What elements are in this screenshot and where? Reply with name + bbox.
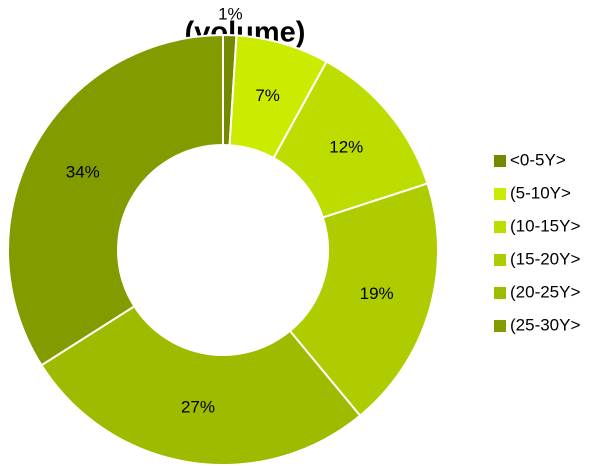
donut-slice	[7, 33, 224, 367]
legend-swatch	[494, 320, 506, 332]
data-label: 7%	[255, 86, 280, 105]
donut-slice	[40, 304, 362, 466]
legend-label: <0-5Y>	[510, 150, 566, 169]
legend-swatch	[494, 287, 506, 299]
legend-label: (10-15Y>	[510, 216, 580, 235]
legend-label: (5-10Y>	[510, 183, 571, 202]
legend-swatch	[494, 188, 506, 200]
legend-swatch	[494, 254, 506, 266]
legend-label: (25-30Y>	[510, 315, 580, 334]
legend-swatch	[494, 221, 506, 233]
data-label: 12%	[329, 137, 363, 156]
data-label: 19%	[360, 284, 394, 303]
legend-label: (20-25Y>	[510, 282, 580, 301]
data-label: 1%	[218, 5, 243, 24]
data-label: 34%	[66, 162, 100, 181]
legend-swatch	[494, 155, 506, 167]
legend-label: (15-20Y>	[510, 249, 580, 268]
data-label: 27%	[181, 398, 215, 417]
donut-slice	[288, 182, 439, 418]
